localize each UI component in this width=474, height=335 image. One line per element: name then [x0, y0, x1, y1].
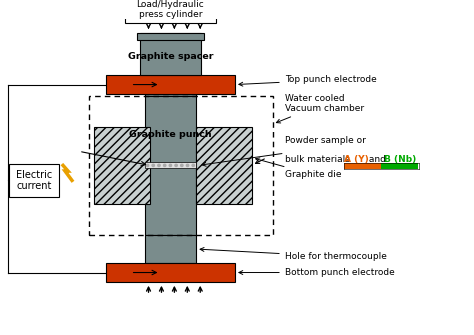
Bar	[139, 33, 201, 75]
Bar	[145, 94, 196, 96]
Circle shape	[164, 164, 166, 166]
Circle shape	[146, 164, 149, 166]
Circle shape	[158, 164, 160, 166]
Text: Load/Hydraulic
press cylinder: Load/Hydraulic press cylinder	[137, 0, 204, 19]
Bar	[345, 162, 381, 169]
Bar	[145, 235, 196, 263]
Bar	[145, 96, 196, 235]
Bar	[9, 163, 59, 197]
Bar	[196, 127, 252, 204]
Bar	[106, 263, 235, 282]
Bar	[106, 75, 235, 94]
Text: Water cooled
Vacuum chamber: Water cooled Vacuum chamber	[276, 94, 364, 123]
Circle shape	[152, 164, 155, 166]
Circle shape	[192, 164, 194, 166]
Bar	[381, 162, 418, 169]
Text: Graphite punch: Graphite punch	[129, 130, 212, 139]
Text: A (Y): A (Y)	[345, 155, 369, 164]
Bar	[145, 161, 196, 168]
Bar	[94, 127, 149, 204]
Bar	[137, 33, 204, 41]
Text: and: and	[366, 155, 389, 164]
Text: bulk materials: bulk materials	[285, 155, 353, 164]
Text: Electric
current: Electric current	[16, 170, 52, 191]
Text: Hole for thermocouple: Hole for thermocouple	[200, 248, 387, 261]
Bar	[89, 96, 273, 235]
Circle shape	[181, 164, 183, 166]
Text: Top punch electrode: Top punch electrode	[239, 75, 376, 86]
Circle shape	[169, 164, 172, 166]
Bar	[125, 0, 216, 23]
Text: B (Nb): B (Nb)	[384, 155, 416, 164]
Text: Graphite spacer: Graphite spacer	[128, 52, 213, 61]
Text: Graphite die: Graphite die	[255, 158, 341, 179]
Text: Bottom punch electrode: Bottom punch electrode	[239, 268, 394, 277]
Circle shape	[175, 164, 177, 166]
Circle shape	[186, 164, 189, 166]
Text: Powder sample or: Powder sample or	[285, 136, 365, 145]
